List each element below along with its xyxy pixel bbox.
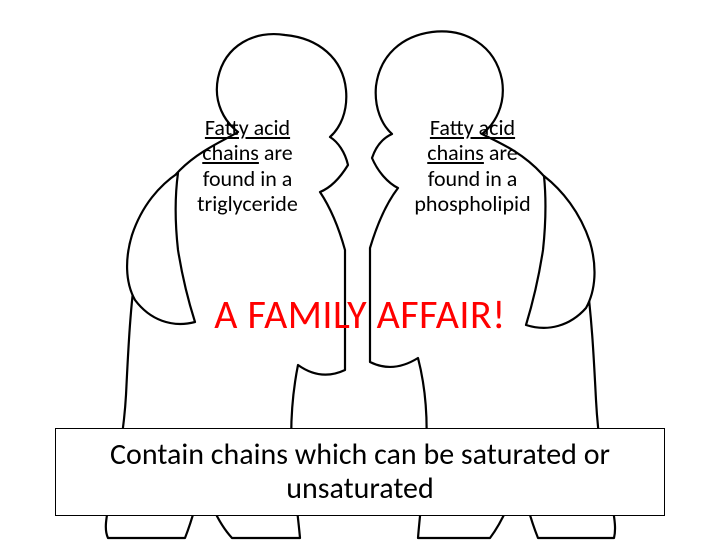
right-label-line1: Fatty acid bbox=[388, 115, 558, 140]
top-labels-row: Fatty acid chains are found in a triglyc… bbox=[0, 115, 720, 216]
right-label-line2: chains are bbox=[388, 140, 558, 165]
bottom-caption-box: Contain chains which can be saturated or… bbox=[55, 428, 665, 516]
left-label-line4: triglyceride bbox=[163, 191, 333, 216]
headline-text: A FAMILY AFFAIR! bbox=[0, 290, 720, 339]
left-label-line3: found in a bbox=[163, 166, 333, 191]
bottom-caption-text: Contain chains which can be saturated or… bbox=[66, 438, 654, 507]
right-label-line4: phospholipid bbox=[388, 191, 558, 216]
right-label-block: Fatty acid chains are found in a phospho… bbox=[388, 115, 558, 216]
left-label-line1: Fatty acid bbox=[163, 115, 333, 140]
left-label-block: Fatty acid chains are found in a triglyc… bbox=[163, 115, 333, 216]
left-label-line2: chains are bbox=[163, 140, 333, 165]
right-label-line3: found in a bbox=[388, 166, 558, 191]
content-layer: Fatty acid chains are found in a triglyc… bbox=[0, 0, 720, 540]
